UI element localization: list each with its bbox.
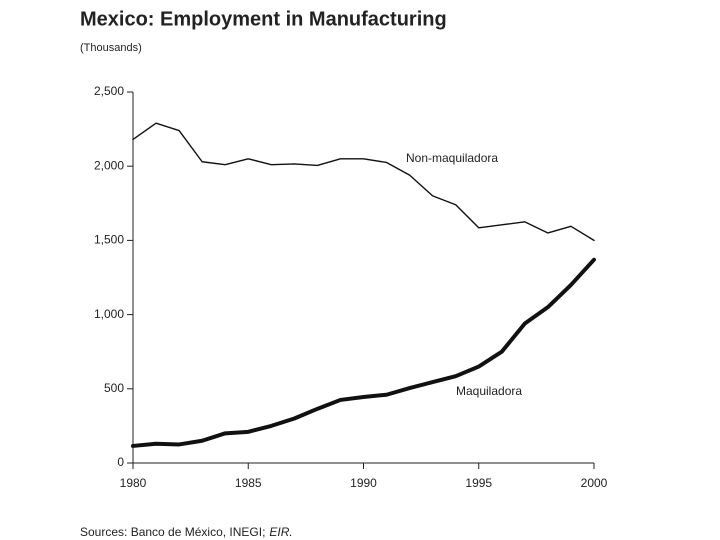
series-line (131, 257, 596, 448)
series-line (132, 122, 595, 242)
y-tick-label: 2,000 (94, 158, 124, 172)
source-note: Sources: Banco de México, INEGI; EIR. (80, 525, 293, 539)
x-tick-label: 1995 (465, 476, 492, 490)
x-tick-label: 2000 (581, 476, 608, 490)
y-tick-label: 500 (104, 381, 124, 395)
x-tick-label: 1980 (120, 476, 147, 490)
series-label: Non-maquiladora (406, 151, 498, 165)
y-tick-label: 1,500 (94, 233, 124, 247)
y-tick-label: 1,000 (94, 307, 124, 321)
chart-title: Mexico: Employment in Manufacturing (80, 8, 447, 30)
chart-subtitle: (Thousands) (80, 42, 142, 54)
x-tick-label: 1985 (235, 476, 262, 490)
y-tick-label: 0 (117, 455, 124, 469)
series-label: Maquiladora (456, 384, 522, 398)
x-tick-label: 1990 (350, 476, 377, 490)
y-tick-label: 2,500 (94, 84, 124, 98)
source-italic: EIR. (269, 525, 292, 539)
source-text: Sources: Banco de México, INEGI; (80, 525, 265, 539)
